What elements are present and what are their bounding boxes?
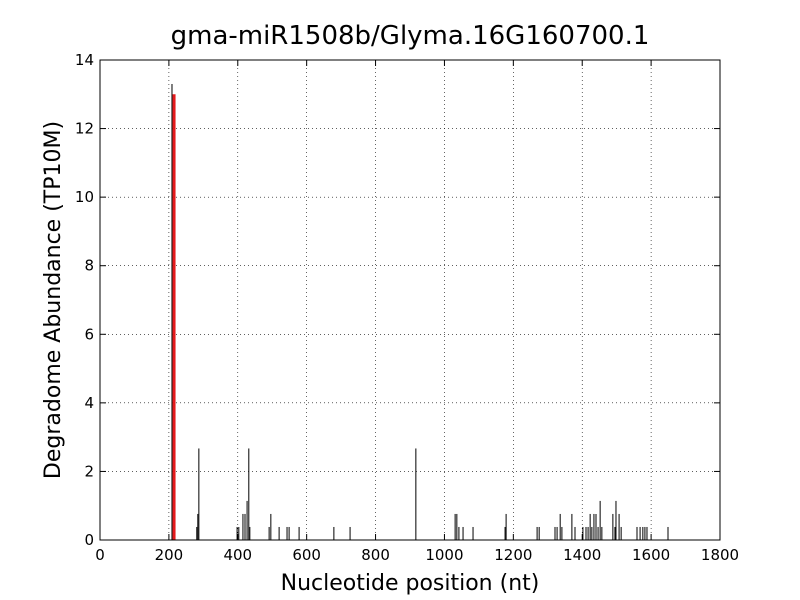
y-tick-label: 14: [75, 51, 94, 69]
y-tick-label: 12: [75, 120, 94, 138]
x-tick-label: 800: [361, 546, 390, 564]
x-tick-label: 200: [155, 546, 184, 564]
y-tick-label: 4: [84, 394, 94, 412]
x-tick-label: 600: [292, 546, 321, 564]
y-tick-label: 8: [84, 257, 94, 275]
x-tick-label: 1800: [701, 546, 739, 564]
x-axis-label: Nucleotide position (nt): [281, 571, 540, 596]
x-tick-label: 1000: [425, 546, 463, 564]
y-axis-label: Degradome Abundance (TP10M): [41, 121, 66, 479]
x-tick-label: 1400: [563, 546, 601, 564]
chart-title: gma-miR1508b/Glyma.16G160700.1: [171, 21, 650, 51]
x-tick-label: 1200: [494, 546, 532, 564]
x-tick-label: 0: [95, 546, 105, 564]
x-tick-label: 1600: [632, 546, 670, 564]
plot-frame: [99, 59, 721, 541]
x-tick-label: 400: [223, 546, 252, 564]
y-tick-label: 0: [84, 531, 94, 549]
y-tick-label: 6: [84, 325, 94, 343]
y-tick-label: 2: [84, 462, 94, 480]
y-tick-label: 10: [75, 188, 94, 206]
